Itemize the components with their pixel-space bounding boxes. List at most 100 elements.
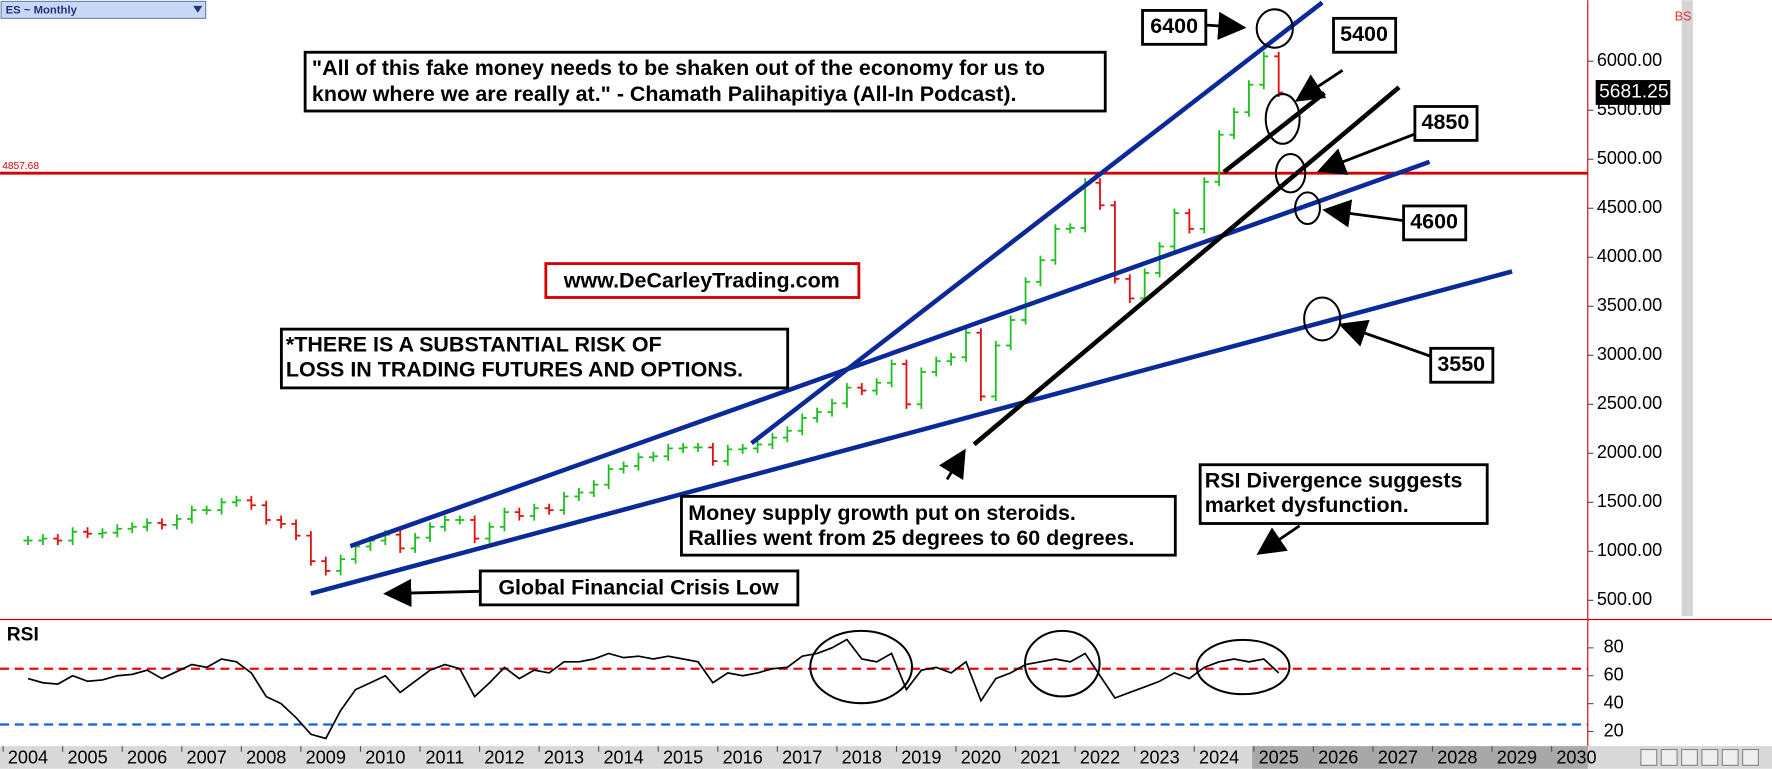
arrow [939, 448, 966, 481]
price-bar [53, 534, 63, 546]
nav-button[interactable] [1681, 748, 1698, 766]
level-box [1332, 16, 1398, 54]
annotations: "All of this fake money needs to be shak… [279, 50, 1489, 607]
arrow [1256, 524, 1301, 555]
symbol-title: ES ~ Monthly [6, 4, 78, 16]
reference-label: 4857.68 [2, 161, 39, 172]
circle [1274, 152, 1307, 194]
price-bar [395, 530, 405, 553]
price-bar [544, 503, 554, 515]
price-bar [470, 515, 480, 544]
price-bar [1021, 277, 1031, 325]
dropdown-arrow[interactable] [193, 5, 203, 13]
price-bar [425, 522, 435, 543]
trendline [310, 269, 1513, 596]
level-label: 4850 [1422, 110, 1470, 134]
level-box [1413, 105, 1479, 142]
y-tick-label: 40 [1604, 692, 1624, 712]
price-bar [246, 495, 256, 510]
x-tick-label: 2016 [723, 747, 763, 767]
x-tick-label: 2019 [901, 747, 941, 767]
price-bar [604, 464, 614, 490]
y-tick-label: 20 [1604, 720, 1624, 740]
price-bar [23, 536, 33, 546]
price-bar [619, 461, 629, 474]
price-bar [931, 356, 941, 377]
trendline [349, 159, 1431, 549]
price-bar [976, 328, 986, 401]
x-tick-label: 2022 [1080, 747, 1120, 767]
annotation-line: know where we are really at." - Chamath … [312, 82, 1017, 106]
price-bar [887, 359, 897, 388]
price-bar [306, 531, 316, 566]
price-bar [97, 528, 107, 539]
price-bar [1229, 107, 1239, 140]
icon-bs[interactable]: BS [1675, 9, 1692, 23]
x-tick-label: 2014 [603, 747, 643, 767]
level-box [1429, 346, 1495, 384]
arrow [1206, 11, 1247, 40]
nav-buttons[interactable] [1640, 748, 1760, 766]
annotation-line: Global Financial Crisis Low [498, 576, 779, 600]
price-bar [1065, 223, 1075, 234]
nav-button[interactable] [1660, 748, 1678, 766]
price-bar [261, 500, 271, 525]
annotation-line: LOSS IN TRADING FUTURES AND OPTIONS. [286, 358, 743, 382]
nav-button[interactable] [1721, 748, 1739, 766]
level-label: 5400 [1340, 22, 1388, 46]
x-tick-label: 2024 [1199, 747, 1239, 767]
price-bar [217, 497, 227, 515]
price-bar [321, 556, 331, 576]
nav-button[interactable] [1640, 748, 1658, 766]
price-bar [68, 527, 78, 546]
y-tick-label: 6000.00 [1597, 50, 1662, 70]
y-tick-label: 3000.00 [1597, 344, 1662, 364]
nav-button[interactable] [1701, 748, 1719, 766]
level-label: 6400 [1150, 14, 1198, 38]
price-bar [946, 352, 956, 366]
level-boxes: 6400 5400 4850 4600 3550 [1141, 9, 1495, 384]
y-tick-label: 2000.00 [1597, 442, 1662, 462]
y-tick-label: 5000.00 [1597, 148, 1662, 168]
price-bar [1110, 200, 1120, 284]
symbol-dropdown[interactable] [0, 0, 207, 19]
annotation-line: Rallies went from 25 degrees to 60 degre… [688, 526, 1134, 550]
price-bar [83, 527, 93, 539]
price-bar [738, 443, 748, 454]
price-bar [812, 407, 822, 423]
x-tick-label: 2021 [1020, 747, 1060, 767]
x-tick-label: 2028 [1437, 747, 1477, 767]
price-bar [916, 367, 926, 409]
level-label: 4600 [1410, 210, 1458, 234]
price-bar [112, 524, 122, 538]
gfc-box [478, 569, 800, 607]
level-label: 3550 [1437, 352, 1485, 376]
last-price-label: 5681.25 [1599, 82, 1668, 103]
x-tick-label: 2029 [1497, 747, 1537, 767]
nav-button[interactable] [1742, 748, 1760, 766]
price-bar [1125, 274, 1135, 303]
price-bar [440, 515, 450, 532]
price-bar [663, 443, 673, 461]
arrows [383, 11, 1432, 608]
price-bar [961, 328, 971, 362]
annotation-line: market dysfunction. [1205, 493, 1409, 517]
x-tick-label: 2005 [67, 747, 107, 767]
price-bar [589, 480, 599, 498]
price-bar [753, 439, 763, 453]
circle [1023, 629, 1101, 698]
scrollbar[interactable] [1681, 0, 1693, 617]
y-tick-label: 1000.00 [1597, 540, 1662, 560]
price-bar [1035, 255, 1045, 287]
risk-box [279, 327, 790, 390]
annotation-line: Money supply growth put on steroids. [688, 501, 1076, 525]
level-box [1402, 204, 1468, 242]
trendline [972, 85, 1401, 447]
price-bar [499, 507, 509, 532]
price-bar [1140, 268, 1150, 303]
x-tick-label: 2012 [484, 747, 524, 767]
price-bar [485, 522, 495, 544]
price-bar [1274, 51, 1284, 97]
trendline [1222, 91, 1326, 174]
